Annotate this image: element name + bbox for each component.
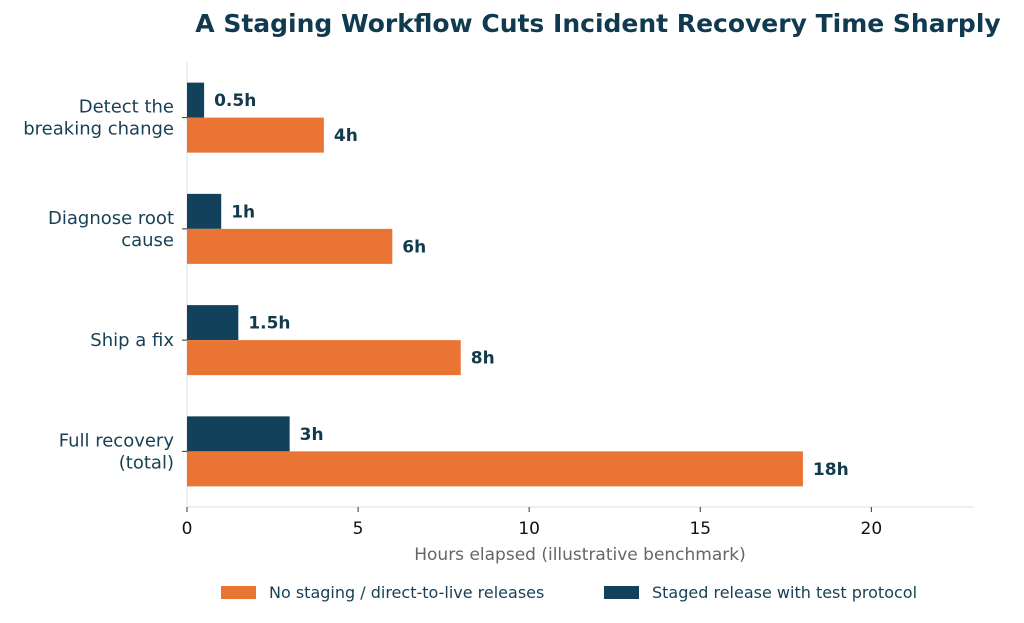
bar [187,340,461,376]
x-tick-label: 0 [182,519,193,539]
legend-label: No staging / direct-to-live releases [269,583,544,602]
bar [187,416,290,452]
x-tick-label: 10 [518,519,540,539]
bar [187,305,239,341]
data-label: 4h [334,126,358,146]
x-axis-label: Hours elapsed (illustrative benchmark) [414,545,746,565]
category-label: Diagnose root cause [48,208,174,251]
legend-swatch [604,586,639,599]
legend-label: Staged release with test protocol [652,583,917,602]
data-label: 18h [813,460,849,480]
bar [187,193,222,229]
x-tick-label: 5 [353,519,364,539]
data-label: 1h [231,202,255,222]
bar [187,451,803,487]
bar [187,117,324,153]
bars: 0.5h 4h 1h 6h 1.5h 8h 3h 18h [187,82,849,487]
legend-swatch [221,586,256,599]
x-tick-label: 20 [861,519,883,539]
x-tick-label: 15 [689,519,711,539]
chart-title: A Staging Workflow Cuts Incident Recover… [195,9,1000,38]
legend: No staging / direct-to-live releases Stag… [221,583,917,602]
data-label: 3h [300,425,324,445]
data-label: 8h [471,349,495,369]
bar [187,82,205,118]
data-label: 1.5h [248,314,290,334]
data-label: 6h [402,237,426,257]
y-axis-labels: Detect the breaking change Diagnose root ca… [23,97,187,473]
data-label: 0.5h [214,91,256,111]
category-label: Ship a fix [90,330,174,351]
category-label: Full recovery (total) [59,430,175,473]
category-label: Detect the breaking change [23,97,174,140]
x-axis-ticks: 0 5 10 15 20 [182,507,883,539]
bar [187,228,393,264]
